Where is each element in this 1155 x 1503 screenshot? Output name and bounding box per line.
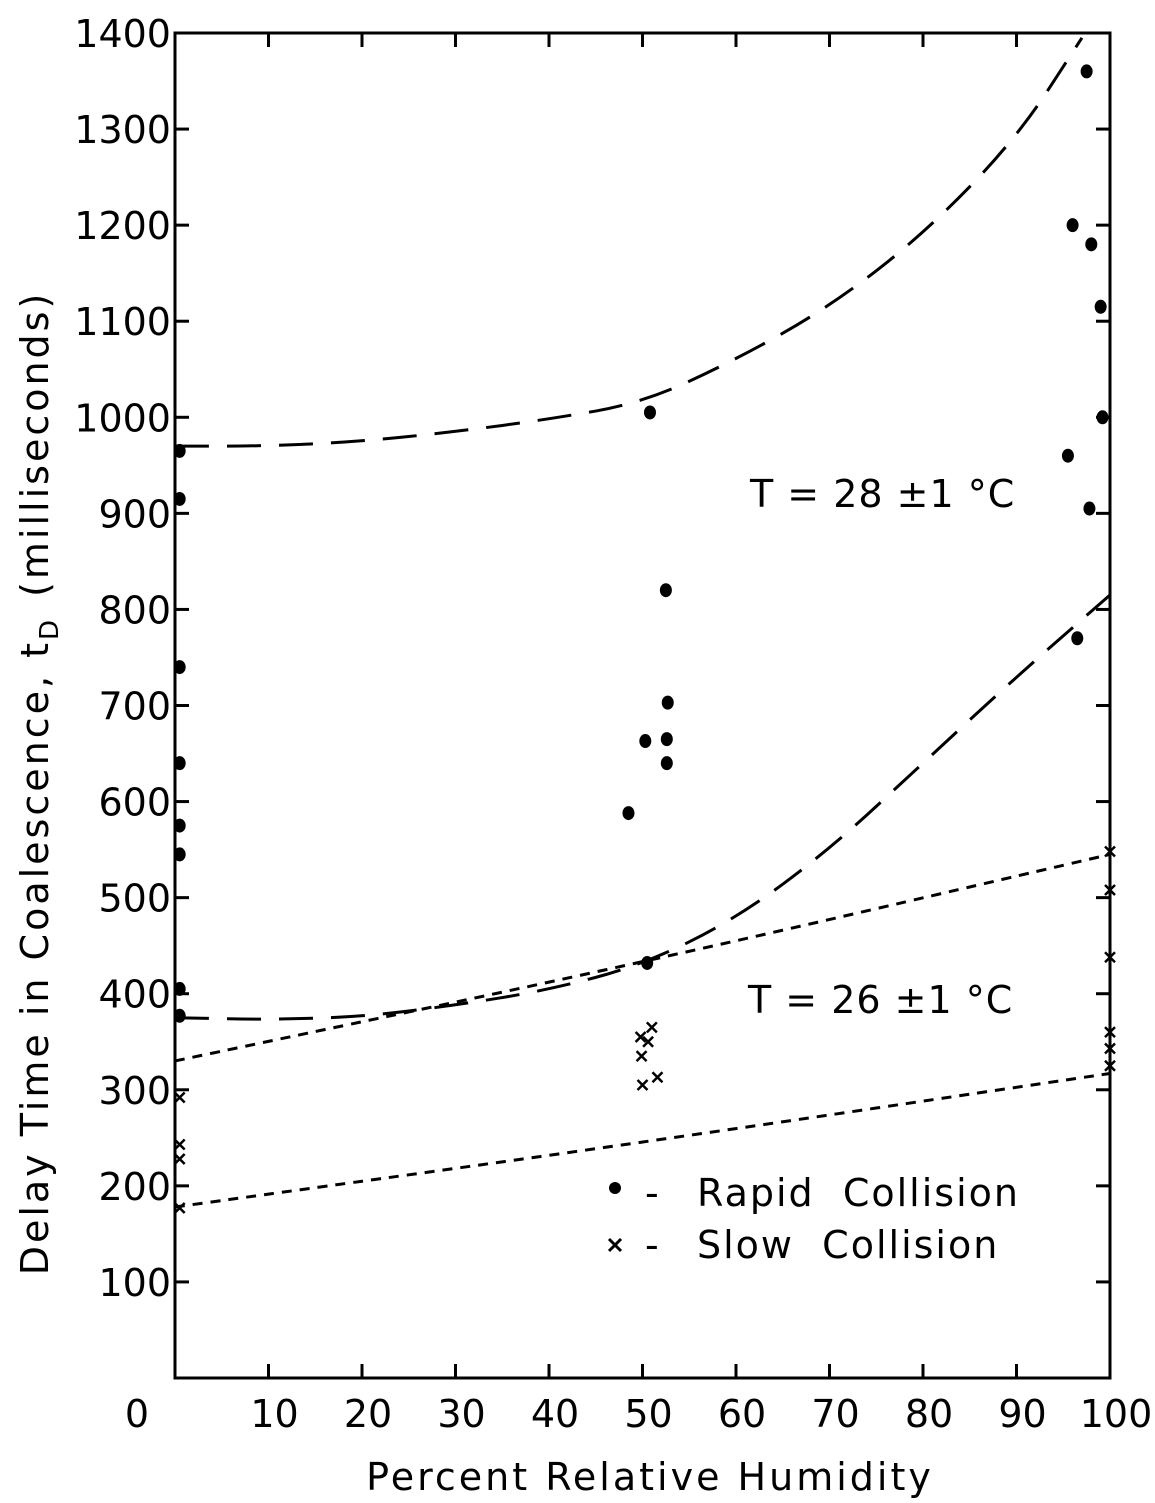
point-rapid-collision	[661, 695, 674, 710]
y-tick-label: 300	[98, 1069, 171, 1113]
point-rapid-collision	[622, 806, 635, 821]
x-tick-label: 30	[437, 1392, 485, 1436]
legend-marker-rapid	[609, 1182, 621, 1194]
y-tick-labels: 100 200 300 400 500 600 700 800 900 1000 1100 1200 1…	[74, 12, 171, 1305]
x-tick-label: 80	[905, 1392, 953, 1436]
legend: - Rapid Collision - Slow Collision	[607, 1171, 1020, 1267]
point-slow-collision	[1104, 1026, 1116, 1039]
y-tick-label: 1300	[74, 108, 171, 152]
point-rapid-collision	[1096, 410, 1109, 425]
point-slow-collision	[651, 1071, 664, 1084]
point-rapid-collision	[173, 981, 186, 996]
point-rapid-collision	[1071, 631, 1084, 646]
point-slow-collision	[645, 1021, 658, 1034]
y-tick-label: 1400	[74, 12, 171, 56]
point-rapid-collision	[660, 756, 673, 771]
point-rapid-collision	[639, 734, 652, 749]
y-axis-title: Delay Time in Coalescence, tD (millisecon…	[13, 291, 65, 1276]
point-slow-collision	[634, 1031, 647, 1043]
fit-curve-long-dash	[175, 36, 1084, 448]
y-tick-label: 1100	[74, 300, 171, 344]
point-slow-collision	[173, 1153, 186, 1165]
point-rapid-collision	[173, 847, 186, 862]
fit-curve-long-dash	[174, 593, 1111, 1021]
y-tick-label: 400	[98, 973, 171, 1017]
x-tick-label: 40	[531, 1392, 579, 1436]
y-tick-label: 200	[98, 1165, 171, 1209]
point-slow-collision	[173, 1091, 186, 1104]
point-rapid-collision	[1085, 237, 1098, 252]
annotation-28c: T = 28 ±1 °C	[749, 472, 1015, 516]
fit-line-short-dash	[174, 852, 1111, 1063]
legend-dash-rapid: -	[645, 1171, 661, 1215]
legend-marker-slow	[607, 1237, 623, 1253]
y-tick-label: 1000	[74, 396, 171, 440]
point-rapid-collision	[173, 1008, 186, 1023]
y-axis-title-main: Delay Time in Coalescence, t	[13, 640, 57, 1275]
y-axis-title-subscript: D	[35, 617, 65, 640]
y-tick-label: 800	[98, 588, 171, 632]
fit-lines	[174, 36, 1111, 1209]
x-tick-label: 60	[718, 1392, 766, 1436]
point-rapid-collision	[1080, 64, 1093, 79]
x-axis-title: Percent Relative Humidity	[366, 1455, 934, 1499]
x-tick-label: 70	[811, 1392, 859, 1436]
y-tick-label: 100	[98, 1261, 171, 1305]
point-rapid-collision	[1061, 448, 1074, 463]
y-tick-label: 1200	[74, 204, 171, 248]
point-rapid-collision	[1094, 299, 1107, 314]
point-slow-collision	[642, 1035, 654, 1048]
point-slow-collision	[1104, 845, 1116, 858]
y-tick-label: 500	[98, 877, 171, 921]
y-axis-title-unit: (milliseconds)	[13, 291, 57, 597]
point-rapid-collision	[1083, 501, 1096, 516]
legend-label-slow: Slow Collision	[697, 1223, 999, 1267]
y-axis-title-group: Delay Time in Coalescence, tD (millisecon…	[13, 291, 65, 1276]
fit-line-short-dash	[174, 1071, 1111, 1209]
x-tick-label: 100	[1080, 1392, 1153, 1436]
point-rapid-collision	[173, 443, 186, 458]
point-rapid-collision	[173, 660, 186, 675]
point-slow-collision	[173, 1202, 186, 1214]
x-tick-label: 0	[125, 1392, 149, 1436]
point-rapid-collision	[173, 818, 186, 833]
point-rapid-collision	[643, 405, 656, 420]
x-tick-label: 90	[998, 1392, 1046, 1436]
ticks	[173, 31, 1112, 1378]
y-tick-label: 600	[98, 781, 171, 825]
point-slow-collision	[636, 1079, 649, 1091]
legend-dash-slow: -	[645, 1223, 661, 1267]
point-rapid-collision	[1066, 218, 1079, 233]
annotation-26c: T = 26 ±1 °C	[747, 978, 1013, 1022]
point-slow-collision	[1104, 1042, 1116, 1055]
point-rapid-collision	[173, 756, 186, 771]
x-tick-labels: 0 10 20 30 40 50 60 70 80 90 100	[125, 1392, 1152, 1436]
x-tick-label: 10	[250, 1392, 298, 1436]
point-rapid-collision	[641, 955, 654, 970]
point-slow-collision	[173, 1138, 186, 1151]
y-tick-label: 900	[98, 492, 171, 536]
point-slow-collision	[1104, 951, 1116, 964]
point-rapid-collision	[173, 491, 186, 506]
point-slow-collision	[1104, 884, 1116, 896]
data-points	[173, 64, 1116, 1214]
point-rapid-collision	[659, 583, 672, 598]
point-slow-collision	[1104, 1059, 1116, 1072]
point-slow-collision	[635, 1050, 648, 1063]
x-tick-label: 20	[344, 1392, 392, 1436]
legend-label-rapid: Rapid Collision	[697, 1171, 1020, 1215]
x-tick-label: 50	[624, 1392, 672, 1436]
point-rapid-collision	[660, 732, 673, 747]
y-tick-label: 700	[98, 685, 171, 729]
